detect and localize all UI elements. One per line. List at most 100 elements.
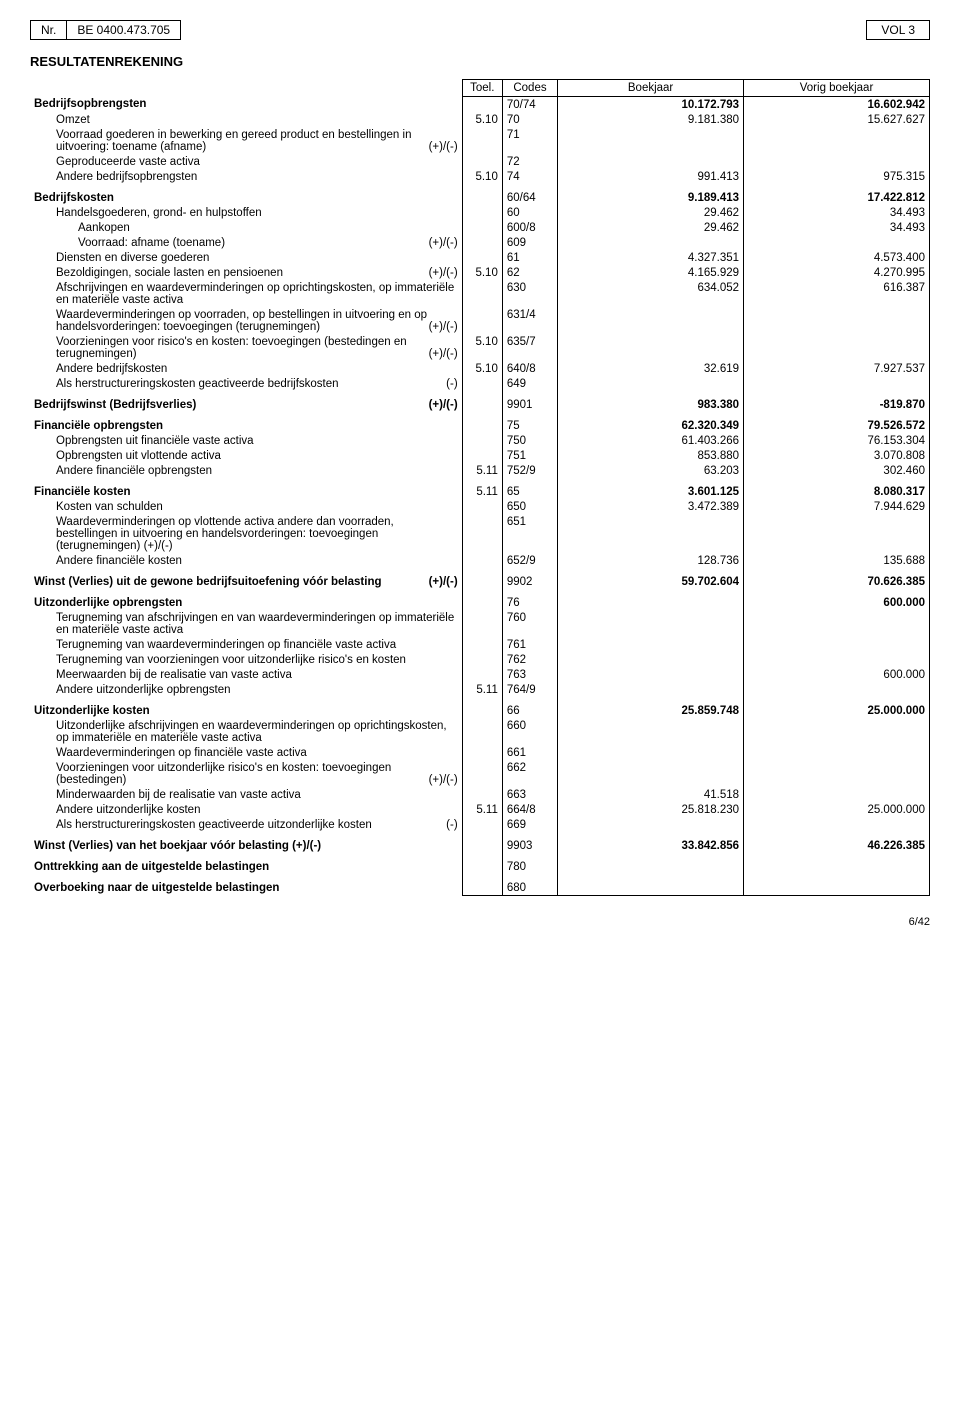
row-vorig: 7.944.629 — [744, 499, 930, 514]
row-boekjaar: 33.842.856 — [558, 838, 744, 853]
row-toel — [462, 220, 502, 235]
row-label: Waardeverminderingen op voorraden, op be… — [30, 307, 462, 334]
row-vorig — [744, 334, 930, 361]
row-boekjaar — [558, 235, 744, 250]
table-row: Terugneming van voorzieningen voor uitzo… — [30, 652, 930, 667]
table-row: Bedrijfskosten60/649.189.41317.422.812 — [30, 190, 930, 205]
row-label: Meerwaarden bij de realisatie van vaste … — [30, 667, 462, 682]
table-row: Afschrijvingen en waardeverminderingen o… — [30, 280, 930, 307]
row-toel — [462, 859, 502, 874]
row-toel — [462, 307, 502, 334]
row-toel — [462, 553, 502, 568]
row-label: Uitzonderlijke opbrengsten — [30, 595, 462, 610]
row-boekjaar — [558, 667, 744, 682]
row-toel — [462, 418, 502, 433]
row-vorig: 302.460 — [744, 463, 930, 478]
table-row: Terugneming van waardeverminderingen op … — [30, 637, 930, 652]
row-vorig — [744, 652, 930, 667]
row-vorig — [744, 637, 930, 652]
row-boekjaar — [558, 682, 744, 697]
row-label: Diensten en diverse goederen — [30, 250, 462, 265]
be-number: BE 0400.473.705 — [67, 21, 180, 39]
row-code: 763 — [502, 667, 557, 682]
row-vorig: 15.627.627 — [744, 112, 930, 127]
row-label: Als herstructureringskosten geactiveerde… — [30, 817, 462, 832]
row-code: 9902 — [502, 574, 557, 589]
row-vorig: 25.000.000 — [744, 703, 930, 718]
table-row: Diensten en diverse goederen614.327.3514… — [30, 250, 930, 265]
row-vorig — [744, 154, 930, 169]
row-label: Aankopen — [30, 220, 462, 235]
row-code: 760 — [502, 610, 557, 637]
row-vorig: 17.422.812 — [744, 190, 930, 205]
row-label: Uitzonderlijke afschrijvingen en waardev… — [30, 718, 462, 745]
table-row: Bedrijfsopbrengsten70/7410.172.79316.602… — [30, 97, 930, 113]
row-boekjaar: 32.619 — [558, 361, 744, 376]
row-toel — [462, 703, 502, 718]
row-label: Geproduceerde vaste activa — [30, 154, 462, 169]
row-vorig: -819.870 — [744, 397, 930, 412]
table-row: Voorraad: afname (toename)(+)/(-)609 — [30, 235, 930, 250]
row-boekjaar — [558, 745, 744, 760]
row-boekjaar: 991.413 — [558, 169, 744, 184]
col-toel: Toel. — [462, 80, 502, 97]
row-toel — [462, 250, 502, 265]
row-boekjaar: 983.380 — [558, 397, 744, 412]
table-row: Andere uitzonderlijke opbrengsten5.11764… — [30, 682, 930, 697]
row-boekjaar: 61.403.266 — [558, 433, 744, 448]
col-codes: Codes — [502, 80, 557, 97]
table-row: Voorzieningen voor uitzonderlijke risico… — [30, 760, 930, 787]
row-code: 74 — [502, 169, 557, 184]
row-vorig: 79.526.572 — [744, 418, 930, 433]
row-vorig: 7.927.537 — [744, 361, 930, 376]
row-code: 664/8 — [502, 802, 557, 817]
row-vorig — [744, 610, 930, 637]
row-code: 9903 — [502, 838, 557, 853]
row-label: Voorraad: afname (toename)(+)/(-) — [30, 235, 462, 250]
table-row: Andere uitzonderlijke kosten5.11664/825.… — [30, 802, 930, 817]
table-row: Uitzonderlijke afschrijvingen en waardev… — [30, 718, 930, 745]
row-code: 66 — [502, 703, 557, 718]
row-code: 660 — [502, 718, 557, 745]
row-toel — [462, 667, 502, 682]
row-code: 9901 — [502, 397, 557, 412]
row-code: 65 — [502, 484, 557, 499]
row-label: Waardeverminderingen op vlottende activa… — [30, 514, 462, 553]
row-code: 780 — [502, 859, 557, 874]
table-row: Kosten van schulden6503.472.3897.944.629 — [30, 499, 930, 514]
table-row: Voorzieningen voor risico's en kosten: t… — [30, 334, 930, 361]
row-vorig — [744, 235, 930, 250]
row-vorig: 34.493 — [744, 220, 930, 235]
row-vorig — [744, 307, 930, 334]
row-toel — [462, 127, 502, 154]
row-vorig — [744, 514, 930, 553]
row-code: 761 — [502, 637, 557, 652]
row-boekjaar — [558, 760, 744, 787]
row-toel: 5.11 — [462, 802, 502, 817]
row-boekjaar: 9.181.380 — [558, 112, 744, 127]
row-toel — [462, 190, 502, 205]
row-code: 764/9 — [502, 682, 557, 697]
row-code: 680 — [502, 880, 557, 896]
row-boekjaar — [558, 652, 744, 667]
table-row: Waardeverminderingen op financiële vaste… — [30, 745, 930, 760]
row-boekjaar: 3.472.389 — [558, 499, 744, 514]
row-label: Afschrijvingen en waardeverminderingen o… — [30, 280, 462, 307]
row-code: 631/4 — [502, 307, 557, 334]
table-row: Omzet5.10709.181.38015.627.627 — [30, 112, 930, 127]
table-row: Uitzonderlijke kosten6625.859.74825.000.… — [30, 703, 930, 718]
row-vorig — [744, 127, 930, 154]
row-boekjaar: 41.518 — [558, 787, 744, 802]
table-row: Andere financiële opbrengsten5.11752/963… — [30, 463, 930, 478]
row-toel — [462, 235, 502, 250]
row-vorig: 70.626.385 — [744, 574, 930, 589]
row-label: Winst (Verlies) van het boekjaar vóór be… — [30, 838, 462, 853]
row-toel — [462, 787, 502, 802]
row-code: 652/9 — [502, 553, 557, 568]
row-code: 635/7 — [502, 334, 557, 361]
row-code: 662 — [502, 760, 557, 787]
row-label: Terugneming van afschrijvingen en van wa… — [30, 610, 462, 637]
row-toel — [462, 154, 502, 169]
table-row: Winst (Verlies) uit de gewone bedrijfsui… — [30, 574, 930, 589]
row-label: Andere uitzonderlijke opbrengsten — [30, 682, 462, 697]
